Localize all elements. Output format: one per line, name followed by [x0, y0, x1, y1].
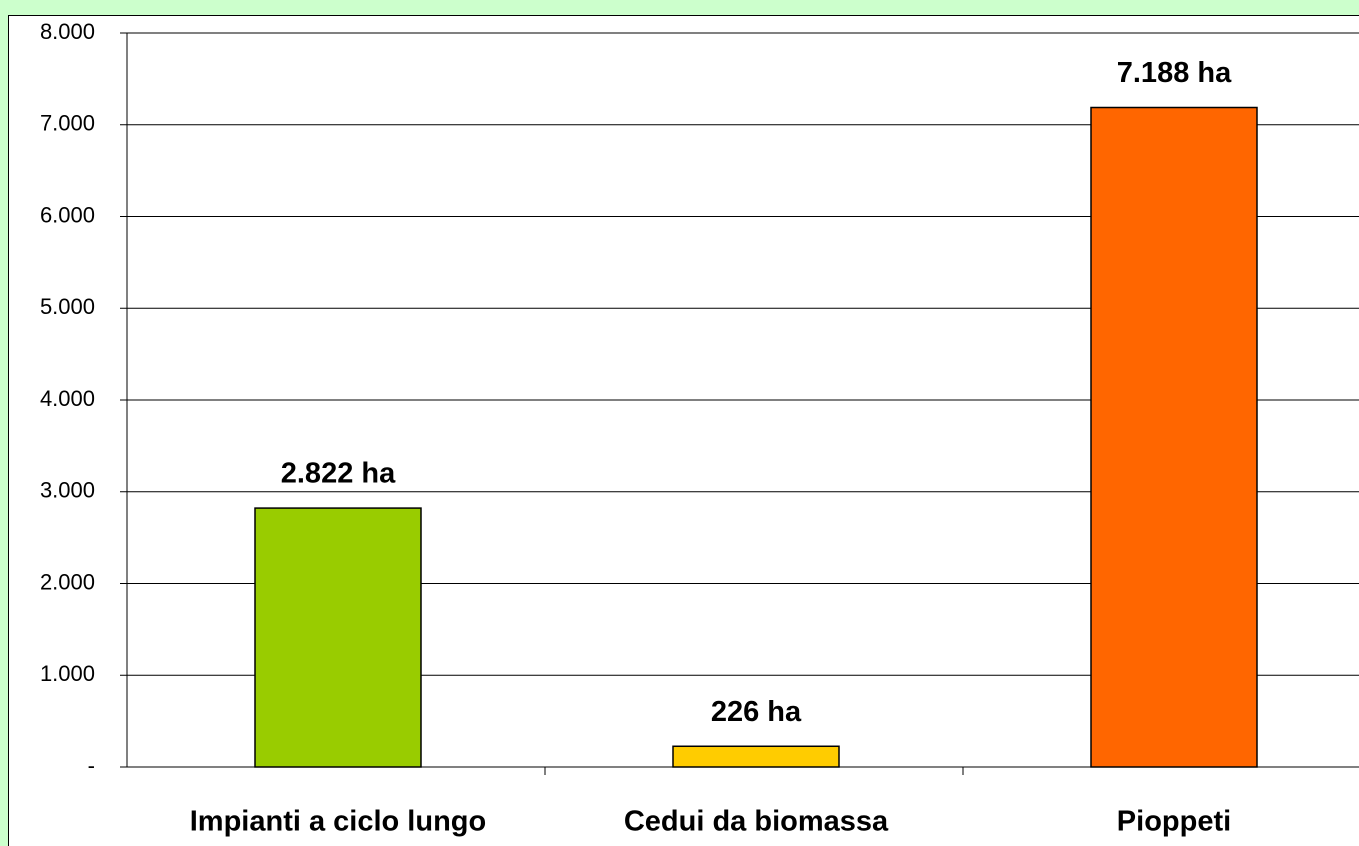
- x-tick-label: Pioppeti: [1117, 806, 1231, 838]
- value-label: 226 ha: [711, 696, 802, 728]
- bar: [672, 745, 840, 768]
- y-tick-label: 7.000: [40, 111, 95, 136]
- x-tick-label: Impianti a ciclo lungo: [190, 806, 486, 838]
- y-tick-label: 3.000: [40, 478, 95, 503]
- y-tick-label: 2.000: [40, 569, 95, 594]
- y-tick-label: 1.000: [40, 661, 95, 686]
- bar: [254, 507, 422, 768]
- y-tick-label: 8.000: [40, 19, 95, 44]
- value-label: 2.822 ha: [281, 458, 396, 490]
- y-tick-label: -: [88, 753, 95, 778]
- y-tick-label: 4.000: [40, 386, 95, 411]
- x-tick-label: Cedui da biomassa: [624, 806, 889, 838]
- value-label: 7.188 ha: [1117, 57, 1232, 89]
- y-tick-label: 6.000: [40, 202, 95, 227]
- bar: [1090, 106, 1258, 768]
- y-tick-label: 5.000: [40, 294, 95, 319]
